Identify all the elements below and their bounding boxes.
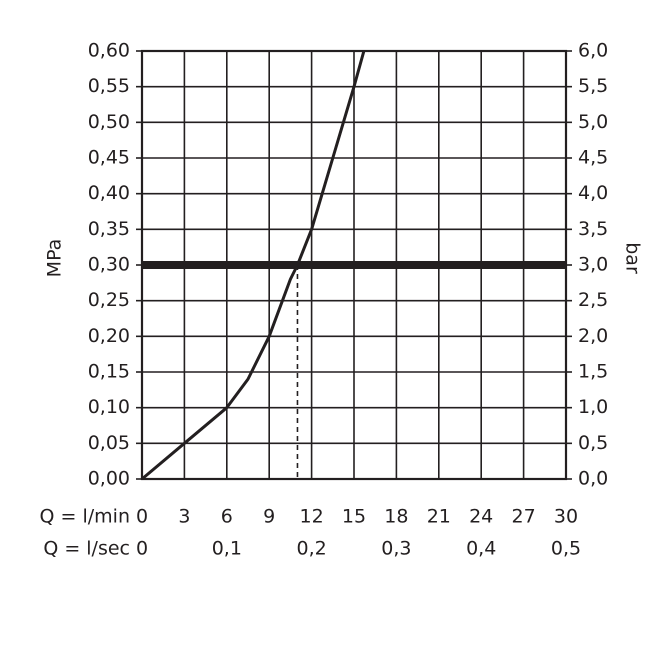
y-tick-label: 0,60 — [88, 40, 130, 62]
x2-tick-label: 0,2 — [296, 538, 326, 560]
y-tick-label: 0,40 — [88, 182, 130, 204]
y2-tick-label: 5,0 — [578, 111, 608, 133]
x-tick-label: 0 — [136, 506, 148, 528]
y2-tick-label: 4,0 — [578, 182, 608, 204]
x-tick-label: 18 — [384, 506, 408, 528]
x-tick-label: 24 — [469, 506, 493, 528]
y-tick-label: 0,10 — [88, 396, 130, 418]
y2-tick-label: 6,0 — [578, 40, 608, 62]
x2-tick-label: 0,4 — [466, 538, 496, 560]
y2-tick-label: 3,0 — [578, 254, 608, 276]
x2-axis-title: Q = l/sec — [43, 538, 130, 560]
x2-tick-label: 0,3 — [381, 538, 411, 560]
y2-tick-label: 5,5 — [578, 75, 608, 97]
y2-tick-label: 0,0 — [578, 468, 608, 490]
x-axis-title: Q = l/min — [40, 506, 130, 528]
x-tick-label: 6 — [221, 506, 233, 528]
y2-tick-label: 1,5 — [578, 361, 608, 383]
x-tick-label: 9 — [263, 506, 275, 528]
y-tick-label: 0,35 — [88, 218, 130, 240]
y2-tick-label: 1,0 — [578, 396, 608, 418]
y2-axis-title: bar — [622, 242, 644, 274]
x-tick-label: 27 — [512, 506, 536, 528]
y-tick-label: 0,00 — [88, 468, 130, 490]
x-tick-label: 3 — [178, 506, 190, 528]
y-tick-label: 0,25 — [88, 289, 130, 311]
x-tick-label: 21 — [427, 506, 451, 528]
x2-tick-label: 0,5 — [551, 538, 581, 560]
y-tick-label: 0,50 — [88, 111, 130, 133]
y2-tick-label: 2,0 — [578, 325, 608, 347]
y-tick-label: 0,15 — [88, 361, 130, 383]
y-tick-label: 0,20 — [88, 325, 130, 347]
y-axis-title: MPa — [44, 239, 66, 278]
y2-tick-label: 2,5 — [578, 289, 608, 311]
x2-tick-label: 0 — [136, 538, 148, 560]
x-tick-label: 30 — [554, 506, 578, 528]
y-tick-label: 0,45 — [88, 147, 130, 169]
x2-tick-label: 0,1 — [212, 538, 242, 560]
y-tick-label: 0,30 — [88, 254, 130, 276]
curve — [141, 50, 366, 481]
x-tick-label: 15 — [342, 506, 366, 528]
y2-tick-label: 4,5 — [578, 147, 608, 169]
y2-tick-label: 3,5 — [578, 218, 608, 240]
y-tick-label: 0,55 — [88, 75, 130, 97]
y2-tick-label: 0,5 — [578, 432, 608, 454]
y-tick-label: 0,05 — [88, 432, 130, 454]
x-tick-label: 12 — [300, 506, 324, 528]
